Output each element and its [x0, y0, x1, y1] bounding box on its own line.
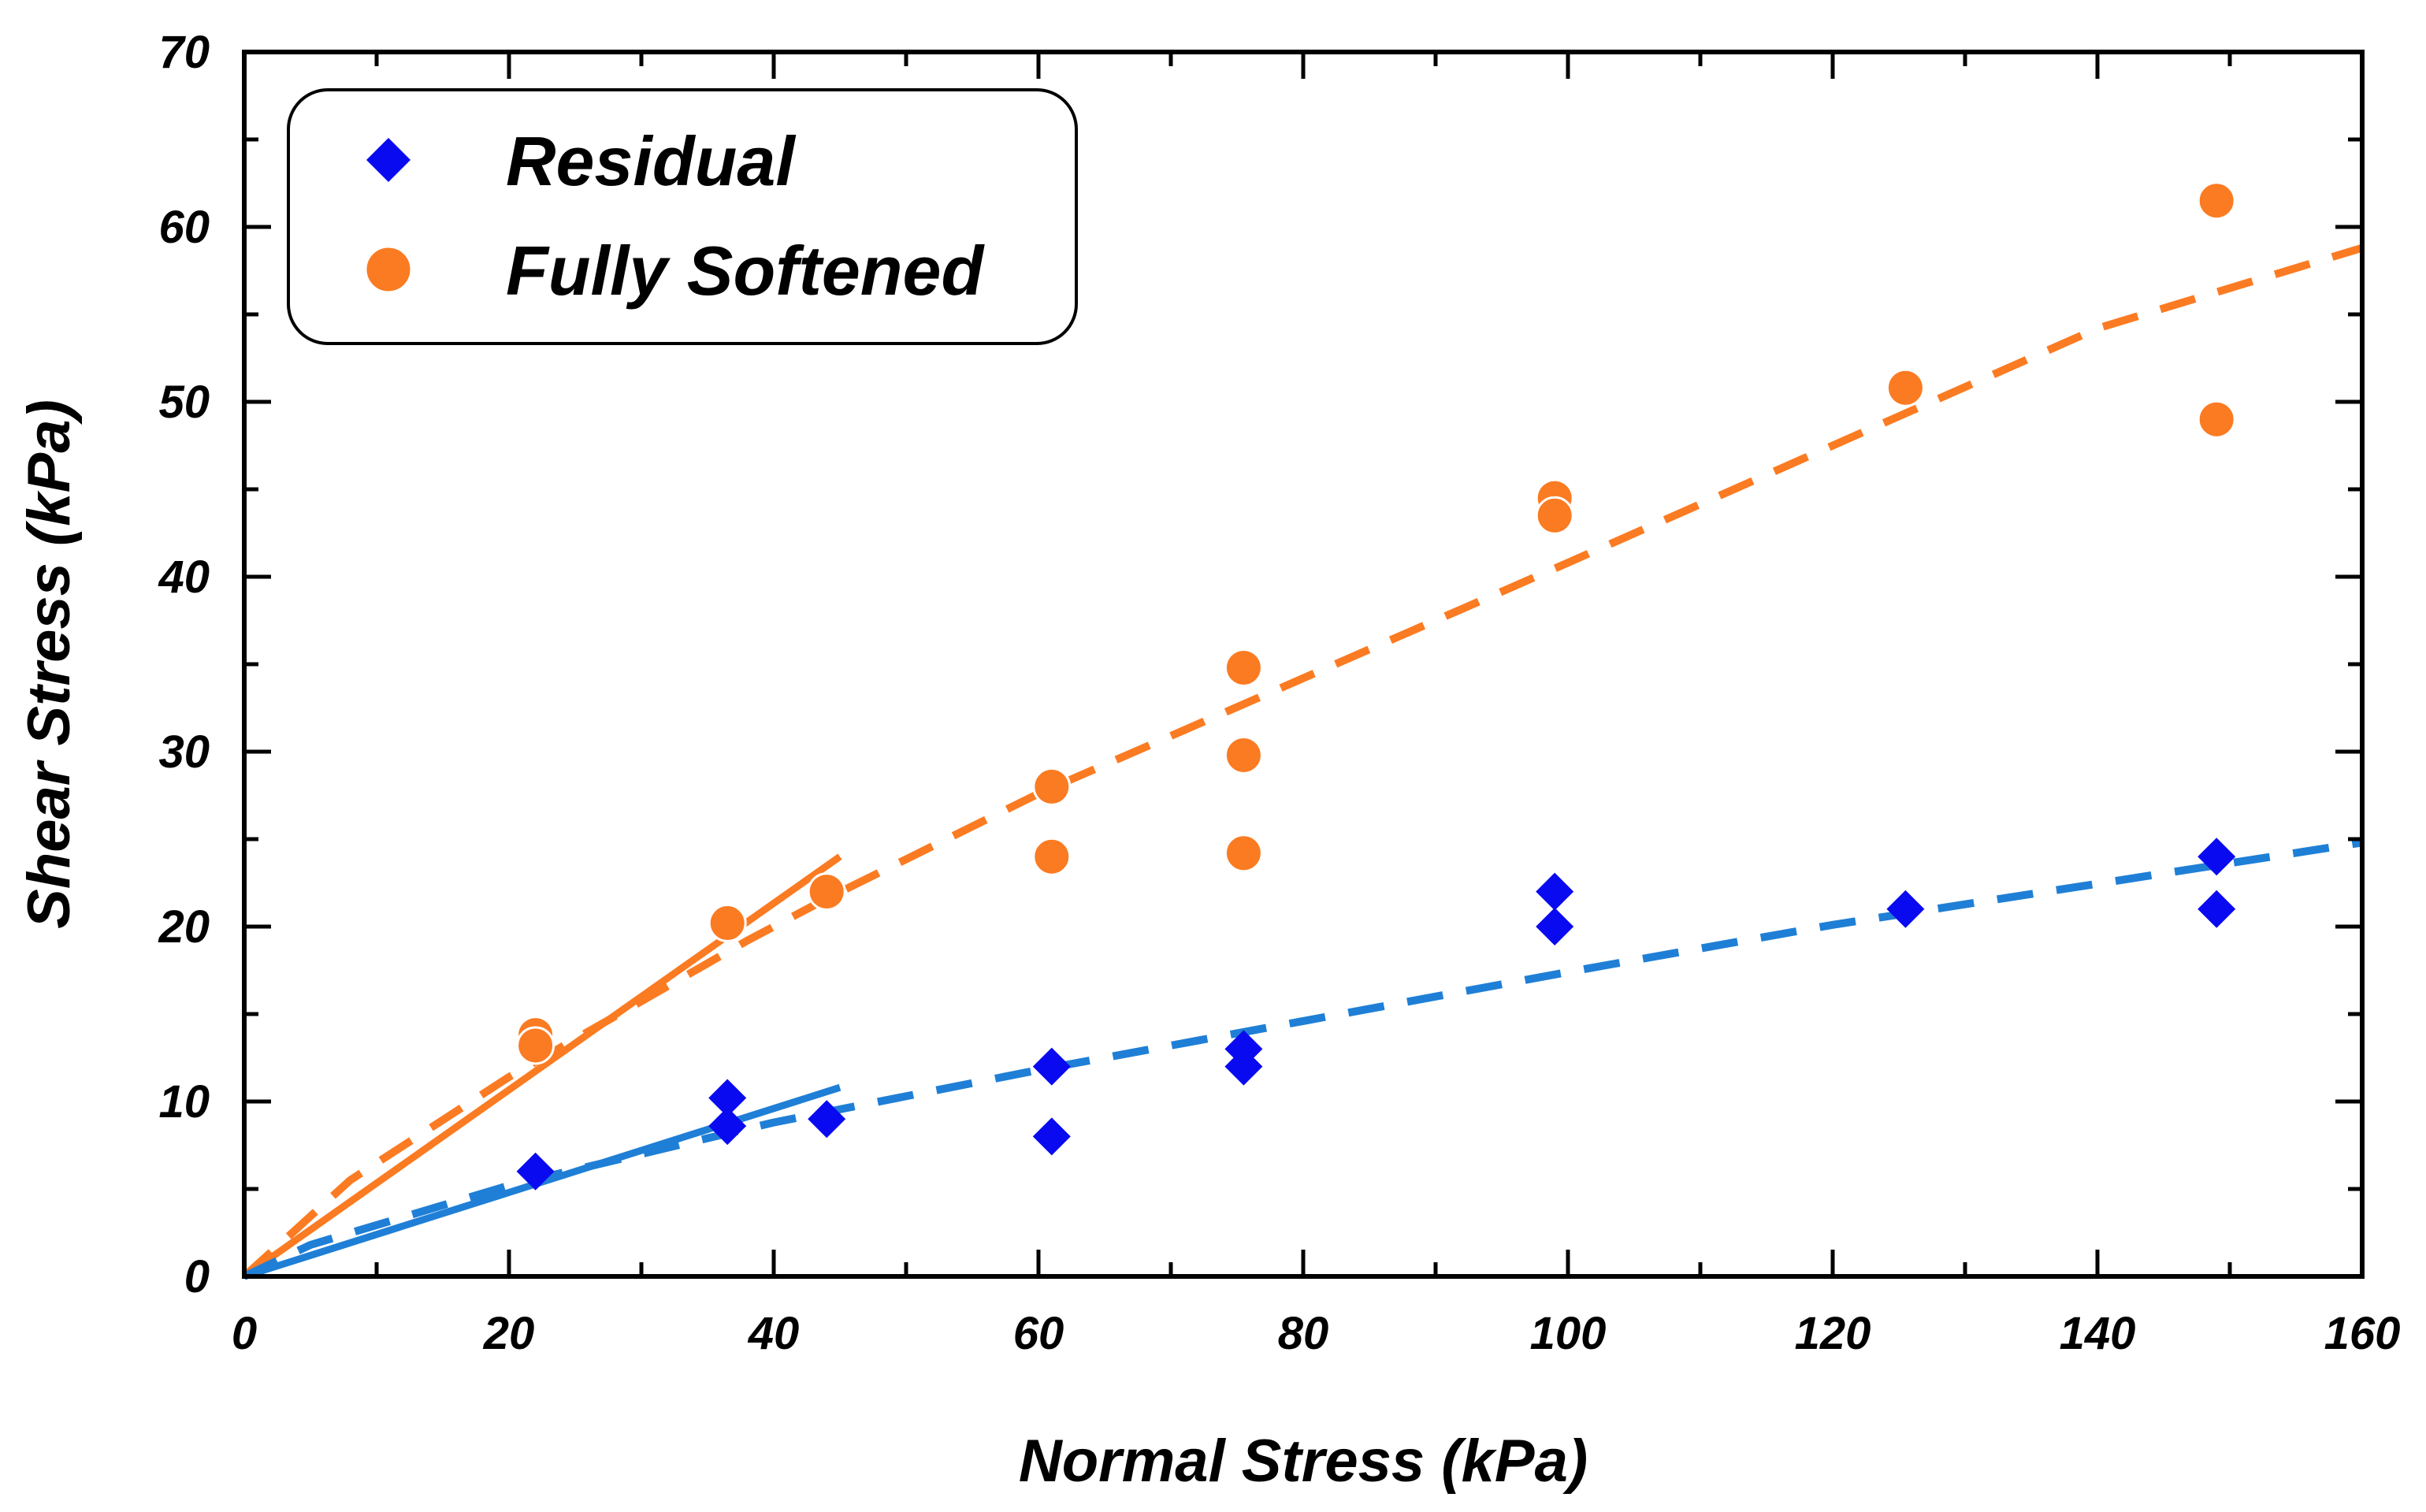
data-point-circle — [1032, 767, 1072, 806]
legend-marker — [364, 245, 413, 294]
fit-line-dashed — [242, 838, 2363, 1280]
legend-box — [287, 88, 1078, 345]
data-markers — [516, 181, 2236, 1191]
x-tick-label: 160 — [2324, 1308, 2401, 1359]
data-point-circle — [2197, 399, 2236, 439]
legend-marker — [366, 138, 411, 182]
y-tick-label: 0 — [184, 1251, 210, 1302]
data-point-diamond — [1536, 872, 1574, 911]
legend-label-residual: Residual — [506, 122, 796, 200]
x-tick-label: 120 — [1795, 1308, 1871, 1359]
x-axis-title: Normal Stress (kPa) — [1019, 1428, 1588, 1495]
data-point-circle — [1224, 648, 1263, 687]
x-tick-label: 60 — [1013, 1308, 1064, 1359]
data-point-diamond — [1886, 890, 1925, 928]
legend-marker-residual — [366, 138, 411, 182]
axis-ticks — [242, 50, 2365, 1279]
y-tick-label: 50 — [158, 377, 210, 428]
x-tick-label: 20 — [483, 1308, 535, 1359]
y-tick-label: 40 — [158, 552, 210, 603]
data-point-circle — [1032, 837, 1072, 876]
legend: Residual Fully Softened — [287, 88, 1078, 345]
x-tick-label: 0 — [232, 1308, 257, 1359]
x-tick-label: 80 — [1278, 1308, 1329, 1359]
tick-labels: 0 20 40 60 80 100 120 140 160 0 10 20 30 40 50 60 70 — [158, 27, 2400, 1359]
y-tick-label: 70 — [158, 27, 210, 78]
data-point-diamond — [1536, 908, 1574, 945]
y-tick-label: 60 — [158, 202, 210, 253]
data-point-diamond — [808, 1100, 846, 1139]
x-tick-label: 100 — [1530, 1308, 1607, 1359]
y-tick-label: 30 — [158, 726, 210, 778]
data-point-circle — [1224, 834, 1263, 873]
y-axis-title: Shear Stress (kPa) — [16, 399, 83, 929]
data-point-circle — [708, 904, 747, 943]
x-tick-label: 40 — [748, 1308, 800, 1359]
data-point-diamond — [1032, 1117, 1071, 1156]
x-tick-label: 140 — [2060, 1308, 2136, 1359]
data-point-circle — [1885, 368, 1925, 407]
data-point-diamond — [516, 1152, 555, 1191]
data-point-diamond — [708, 1107, 747, 1146]
data-point-diamond — [1032, 1047, 1071, 1086]
fit-line-dashed — [241, 243, 2364, 1280]
legend-label-fully-softened: Fully Softened — [506, 232, 985, 310]
data-point-diamond — [2198, 890, 2236, 928]
y-tick-label: 20 — [158, 901, 210, 953]
data-point-circle — [516, 1026, 555, 1065]
legend-marker-fully-softened — [364, 245, 413, 294]
fit-lines — [241, 243, 2364, 1280]
y-tick-label: 10 — [158, 1076, 210, 1127]
data-point-circle — [1535, 496, 1574, 535]
fit-line-solid — [242, 853, 842, 1280]
data-point-diamond — [2198, 838, 2236, 876]
data-point-circle — [2197, 181, 2236, 221]
data-point-diamond — [708, 1079, 747, 1117]
data-point-diamond — [1224, 1047, 1263, 1086]
data-point-circle — [807, 872, 846, 912]
data-point-circle — [1224, 735, 1263, 775]
